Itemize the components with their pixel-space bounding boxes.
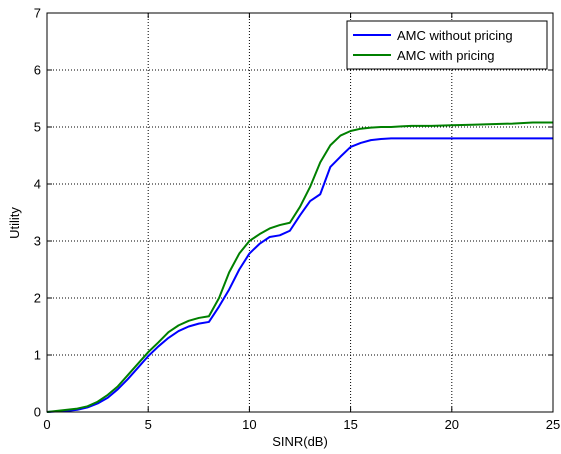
- y-tick-label: 4: [34, 177, 41, 192]
- plot-area: [47, 13, 553, 412]
- y-tick-label: 3: [34, 234, 41, 249]
- x-tick-label: 20: [445, 417, 459, 432]
- x-tick-label: 10: [242, 417, 256, 432]
- x-tick-label: 0: [43, 417, 50, 432]
- y-tick-label: 1: [34, 348, 41, 363]
- grid: [47, 13, 553, 412]
- tick-group: 0 5 10 15 20 25 0 1 2 3 4 5 6 7: [34, 6, 560, 433]
- y-tick-label: 2: [34, 291, 41, 306]
- legend-label: AMC without pricing: [397, 28, 513, 43]
- legend: AMC without pricing AMC with pricing: [346, 20, 548, 70]
- y-tick-label: 5: [34, 120, 41, 135]
- legend-label: AMC with pricing: [397, 48, 495, 63]
- plot-frame: [46, 12, 554, 413]
- series-line-0: [46, 137, 553, 413]
- x-axis-label: SINR(dB): [272, 434, 328, 449]
- y-tick-label: 6: [34, 63, 41, 78]
- series-group: [46, 121, 553, 413]
- series-line-1: [46, 121, 553, 413]
- x-tick-label: 25: [546, 417, 560, 432]
- x-tick-label: 15: [343, 417, 357, 432]
- legend-box: [346, 20, 548, 70]
- y-axis-label: Utility: [7, 207, 22, 239]
- y-tick-label: 0: [34, 405, 41, 420]
- y-tick-label: 7: [34, 6, 41, 21]
- x-tick-label: 5: [145, 417, 152, 432]
